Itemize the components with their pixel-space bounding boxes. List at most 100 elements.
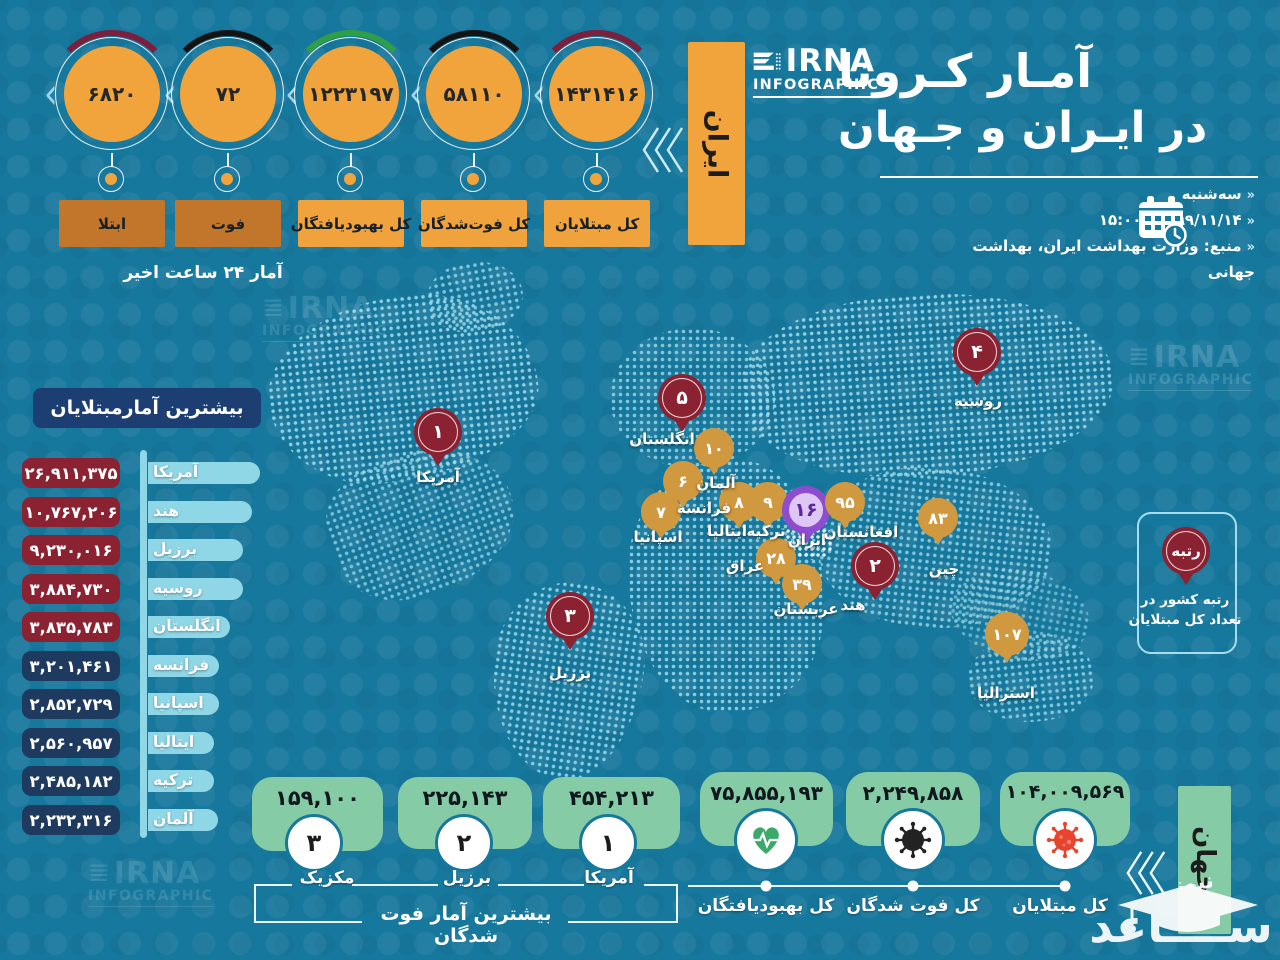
bracket-leader [255, 884, 292, 886]
date-day: «سه‌شنبه [1181, 185, 1258, 203]
country-bar [148, 655, 219, 677]
iran-section-label: ایران [701, 109, 732, 178]
world-connector-line [688, 885, 1066, 887]
rank-legend-box [1137, 512, 1237, 654]
country-bar [148, 732, 214, 754]
country-name: روسیه [153, 579, 203, 597]
infection-count: ۲,۵۶۰,۹۵۷ [22, 728, 120, 758]
map-pin-label-england: انگلستان [629, 430, 695, 448]
infection-count: ۲۶,۹۱۱,۳۷۵ [22, 458, 120, 488]
map-pin-label-china: چین [928, 560, 960, 578]
iran-section-bar: ایران [688, 42, 745, 245]
top-deaths-brazil-value: ۲۲۵,۱۴۳ [422, 786, 508, 810]
top-deaths-title: بیشترین آمار فوت شدگان [380, 903, 552, 947]
connector-dot [907, 880, 919, 892]
country-bar [148, 770, 214, 792]
bracket-leader [644, 884, 677, 886]
date-block: «سه‌شنبه «۱۳۹۹/۱۱/۱۴ | ۱۵:۰۰ «منبع: وزار… [955, 182, 1258, 284]
map-pin-spain: ۷ [641, 492, 681, 539]
stat-label-new-deaths: فوت [175, 200, 281, 247]
irna-logo: IRNA INFOGRAPHIC [753, 43, 878, 98]
map-pin-saudi-arabia: ۳۹ [782, 564, 822, 611]
logo-title: IRNA [785, 43, 875, 79]
iran-stat-circle-new-deaths: ۷۲ [164, 30, 292, 192]
stat-value: ۵۸۱۱۰ [443, 82, 505, 106]
stat-value: ۷۲ [215, 82, 241, 106]
map-pin-label-india: هند [840, 596, 866, 614]
map-pin-india: ۲ [851, 542, 899, 600]
iran-stat-circle-total-recovered: ۱۲۲۳۱۹۷ [287, 30, 415, 192]
stat-arc [48, 30, 176, 158]
country-bar [148, 693, 219, 715]
irna-watermark: ≣ IRNA INFOGRAPHIC [262, 293, 388, 342]
stat-label-new-cases: ابتلا [59, 200, 165, 247]
infection-count: ۳,۸۳۵,۷۸۳ [22, 612, 120, 642]
chevron-marks-icon: « [1246, 188, 1258, 203]
infection-count: ۳,۲۰۱,۴۶۱ [22, 651, 120, 681]
graduation-cap-icon [1118, 885, 1258, 933]
map-pin-australia: ۱۰۷ [985, 612, 1029, 663]
infection-count: ۲,۴۸۵,۱۸۲ [22, 766, 120, 796]
infection-count: ۲,۲۳۲,۳۱۶ [22, 805, 120, 835]
country-name: هند [153, 502, 180, 520]
map-pin-france: ۶ [663, 461, 703, 508]
top-deaths-usa-label: آمریکا [584, 868, 634, 888]
page-title: آمـار کـرونا در ایـران و جـهان [838, 42, 1258, 156]
map-pin-england: ۵ [658, 374, 706, 432]
country-name: ایتالیا [153, 733, 195, 751]
logo-subtitle: INFOGRAPHIC [753, 77, 878, 98]
country-name: آلمان [153, 810, 194, 828]
map-pin-label-turkey: ترکیه [746, 522, 786, 540]
stat-value: ۱۴۳۱۴۱۶ [554, 82, 640, 106]
infection-count: ۹,۲۳۰,۰۱۶ [22, 535, 120, 565]
infection-count: ۱۰,۷۶۷,۲۰۶ [22, 497, 120, 527]
stat-arc [287, 30, 415, 158]
world-total-recovered-value: ۷۵,۸۵۵,۱۹۳ [710, 781, 823, 805]
rank-2-circle: ۲ [435, 814, 493, 872]
infection-count: ۲,۸۵۲,۷۲۹ [22, 689, 120, 719]
stat-label-total-recovered: کل بهبودیافتگان [291, 200, 411, 247]
virus-red-icon [1033, 808, 1097, 872]
world-total-recovered-label: کل بهبودیافتگان [697, 896, 835, 916]
stat-arc [533, 30, 661, 158]
saed-news-watermark: نیوز ســــاعد [1082, 845, 1280, 960]
infection-count: ۳,۸۸۴,۷۳۰ [22, 574, 120, 604]
connector-dot [760, 880, 772, 892]
map-pin-label-france: فرانسه [676, 499, 732, 517]
map-pin-label-italy: ایتالیا [707, 522, 747, 540]
country-bar [148, 539, 243, 561]
iran-stat-circle-new-cases: ۶۸۲۰ [48, 30, 176, 192]
map-pin-label-iran: ایران [787, 531, 827, 549]
top-deaths-mexico-value: ۱۵۹,۱۰۰ [275, 786, 360, 810]
bracket-leader [498, 884, 584, 886]
country-bar [148, 616, 230, 638]
title-line-1: آمـار کـرونا [838, 44, 1092, 98]
triple-chevron-left-icon [1126, 851, 1166, 895]
country-name: ترکیه [153, 771, 194, 789]
map-pin-usa: ۱ [414, 408, 462, 466]
rank-legend-caption-2: تعداد کل مبتلایان [1128, 612, 1242, 628]
map-pin-afghanistan: ۹۵ [825, 482, 865, 529]
world-total-deaths-label: کل فوت شدگان [846, 896, 980, 916]
bracket-leader [352, 884, 438, 886]
chevron-marks-icon: « [1246, 240, 1258, 255]
map-pin-label-brazil: برزیل [548, 664, 592, 682]
map-pin-label-usa: آمریکا [416, 468, 460, 486]
country-name: انگلستان [153, 617, 221, 635]
map-pin-label-australia: استرالیا [977, 684, 1035, 702]
virus-black-icon [881, 808, 945, 872]
map-pin-turkey: ۹ [748, 482, 788, 529]
map-pin-iran: ۱۶ [782, 486, 830, 544]
stat-label-total-cases: کل مبتلایان [544, 200, 650, 247]
iran-stat-circle-total-deaths: ۵۸۱۱۰ [410, 30, 538, 192]
stat-label-total-deaths: کل فوت‌شدگان [418, 200, 530, 247]
stat-value: ۱۲۲۳۱۹۷ [308, 82, 394, 106]
bracket-side [676, 884, 678, 922]
chevron-marks-icon: « [1246, 214, 1258, 229]
country-bar [148, 809, 218, 831]
rank-legend-pin-icon: رتبه [1162, 527, 1210, 585]
irna-logo-mark-icon [753, 52, 781, 70]
irna-watermark: ≣ IRNA INFOGRAPHIC [1128, 342, 1254, 391]
map-continent-asia-north [736, 281, 1120, 489]
